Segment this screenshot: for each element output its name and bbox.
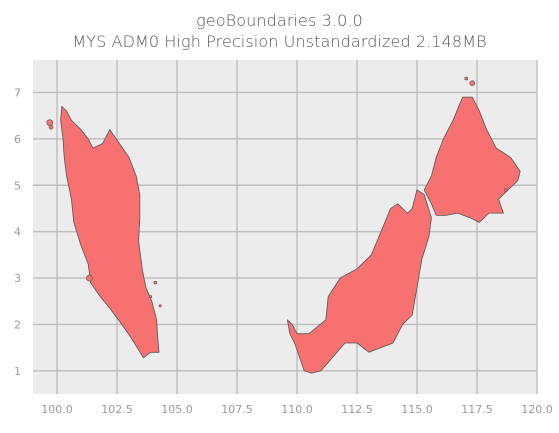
x-tick-label: 107.5 bbox=[221, 403, 253, 416]
region-sarawak bbox=[287, 189, 432, 374]
island-mark bbox=[86, 274, 93, 282]
x-tick-label: 117.5 bbox=[461, 403, 493, 416]
island-mark bbox=[158, 304, 162, 308]
island-mark bbox=[153, 280, 158, 285]
y-tick-label: 1 bbox=[14, 365, 21, 378]
y-tick-label: 6 bbox=[14, 133, 21, 146]
x-tick-label: 110.0 bbox=[281, 403, 313, 416]
y-tick-label: 7 bbox=[14, 86, 21, 99]
x-tick-label: 105.0 bbox=[161, 403, 193, 416]
x-tick-label: 102.5 bbox=[101, 403, 133, 416]
map-subtitle: MYS ADM0 High Precision Unstandardized 2… bbox=[72, 32, 487, 51]
y-tick-label: 4 bbox=[14, 226, 21, 239]
y-tick-label: 2 bbox=[14, 318, 21, 331]
island-mark bbox=[46, 119, 54, 126]
x-tick-label: 112.5 bbox=[341, 403, 373, 416]
island-mark bbox=[469, 80, 476, 86]
island-mark bbox=[149, 295, 153, 299]
x-tick-label: 100.0 bbox=[41, 403, 73, 416]
y-tick-label: 3 bbox=[14, 272, 21, 285]
x-tick-label: 115.0 bbox=[401, 403, 433, 416]
island-mark bbox=[503, 188, 508, 192]
map-title: geoBoundaries 3.0.0 bbox=[196, 11, 363, 30]
island-mark bbox=[48, 124, 54, 130]
region-sabah bbox=[423, 96, 521, 223]
x-tick-label: 120.0 bbox=[521, 403, 553, 416]
y-tick-label: 5 bbox=[14, 179, 21, 192]
region-peninsular-malaysia bbox=[60, 106, 160, 359]
island-mark bbox=[464, 76, 469, 81]
